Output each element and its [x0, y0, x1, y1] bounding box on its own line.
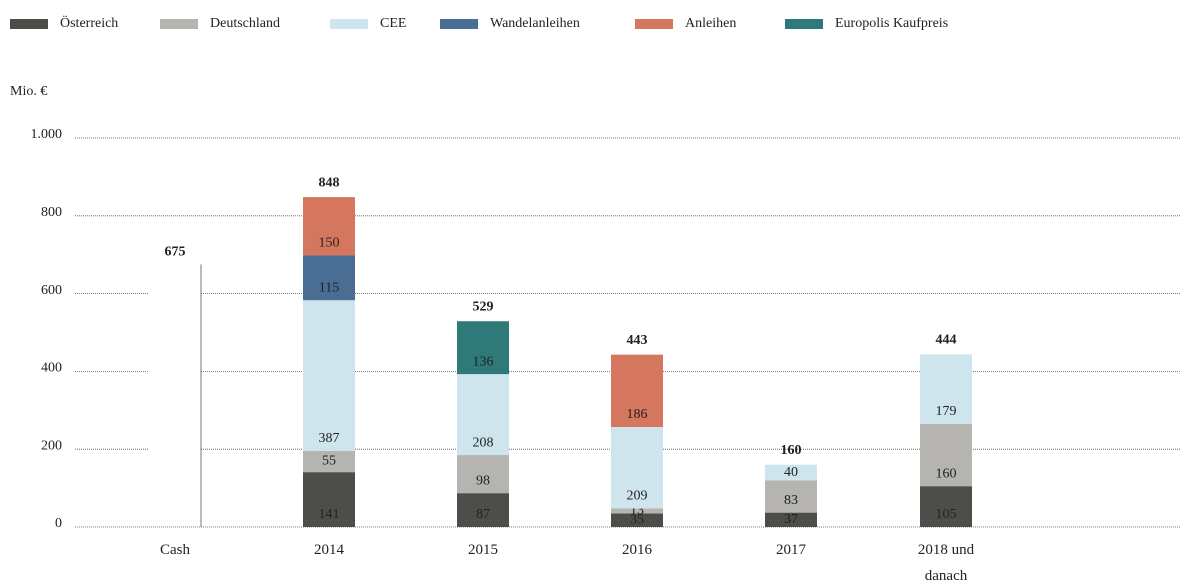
legend-label: Wandelanleihen — [490, 16, 580, 31]
total-label: 160 — [781, 443, 802, 458]
bar-segment — [303, 472, 355, 527]
bar-segment — [765, 512, 817, 527]
legend-swatch — [785, 19, 823, 29]
y-tick-label: 800 — [41, 205, 62, 220]
y-tick-label: 400 — [41, 361, 62, 376]
bar-segment — [457, 374, 509, 456]
legend-label: Deutschland — [210, 16, 280, 31]
segment-label: 179 — [936, 404, 957, 419]
legend-label: CEE — [380, 16, 406, 31]
segment-label: 83 — [784, 493, 798, 508]
legend-label: Europolis Kaufpreis — [835, 16, 948, 31]
bar-segment — [920, 354, 972, 424]
bar-segment — [303, 255, 355, 301]
bar-segment — [920, 423, 972, 487]
x-tick-label: 2017 — [776, 542, 806, 558]
bar-segment — [611, 508, 663, 514]
y-axis-label: Mio. € — [10, 84, 47, 99]
legend-swatch — [10, 19, 48, 29]
segment-label: 150 — [319, 236, 340, 251]
bar-segment — [765, 464, 817, 481]
segment-label: 115 — [319, 280, 339, 295]
segment-label: 35 — [630, 512, 644, 527]
legend-swatch — [330, 19, 368, 29]
segment-label: 136 — [473, 354, 494, 369]
segment-label: 208 — [473, 435, 494, 450]
bar-segment — [611, 513, 663, 527]
segment-label: 209 — [627, 489, 648, 504]
x-tick-label: Cash — [160, 542, 190, 558]
total-label: 848 — [319, 175, 340, 190]
segment-label: 160 — [936, 466, 957, 481]
legend-label: Österreich — [60, 14, 118, 31]
x-tick-label: 2016 — [622, 542, 652, 558]
bar-segment — [303, 300, 355, 451]
total-label: 444 — [936, 333, 957, 348]
segment-label: 40 — [784, 465, 798, 480]
total-label: 529 — [473, 299, 494, 314]
y-tick-label: 1.000 — [31, 127, 63, 142]
segment-label: 87 — [476, 507, 490, 522]
bar-segment — [457, 455, 509, 494]
legend-swatch — [160, 19, 198, 29]
bar-segment — [457, 321, 509, 375]
segment-label: 387 — [319, 431, 340, 446]
legend-swatch — [440, 19, 478, 29]
bar-segment — [611, 427, 663, 509]
segment-label: 37 — [784, 512, 798, 527]
segment-label: 98 — [476, 473, 490, 488]
x-tick-label: 2014 — [314, 542, 344, 558]
bar-segment — [457, 493, 509, 527]
cash-bar — [148, 264, 201, 526]
segment-label: 105 — [936, 507, 957, 522]
y-tick-label: 200 — [41, 438, 62, 453]
y-tick-label: 0 — [55, 516, 62, 531]
bar-segment — [611, 354, 663, 428]
total-label: 675 — [165, 245, 186, 260]
x-tick-label: 2018 und danach — [917, 542, 975, 584]
bar-segment — [303, 197, 355, 256]
bar-segment — [303, 450, 355, 473]
segment-label: 141 — [319, 507, 340, 522]
legend-swatch — [635, 19, 673, 29]
bar-segment — [920, 486, 972, 527]
segment-label: 55 — [322, 454, 336, 469]
x-tick-label: 2015 — [468, 542, 498, 558]
bar-segment — [765, 480, 817, 513]
y-tick-label: 600 — [41, 283, 62, 298]
segment-label: 186 — [627, 407, 648, 422]
legend-label: Anleihen — [685, 16, 736, 31]
total-label: 443 — [627, 333, 648, 348]
